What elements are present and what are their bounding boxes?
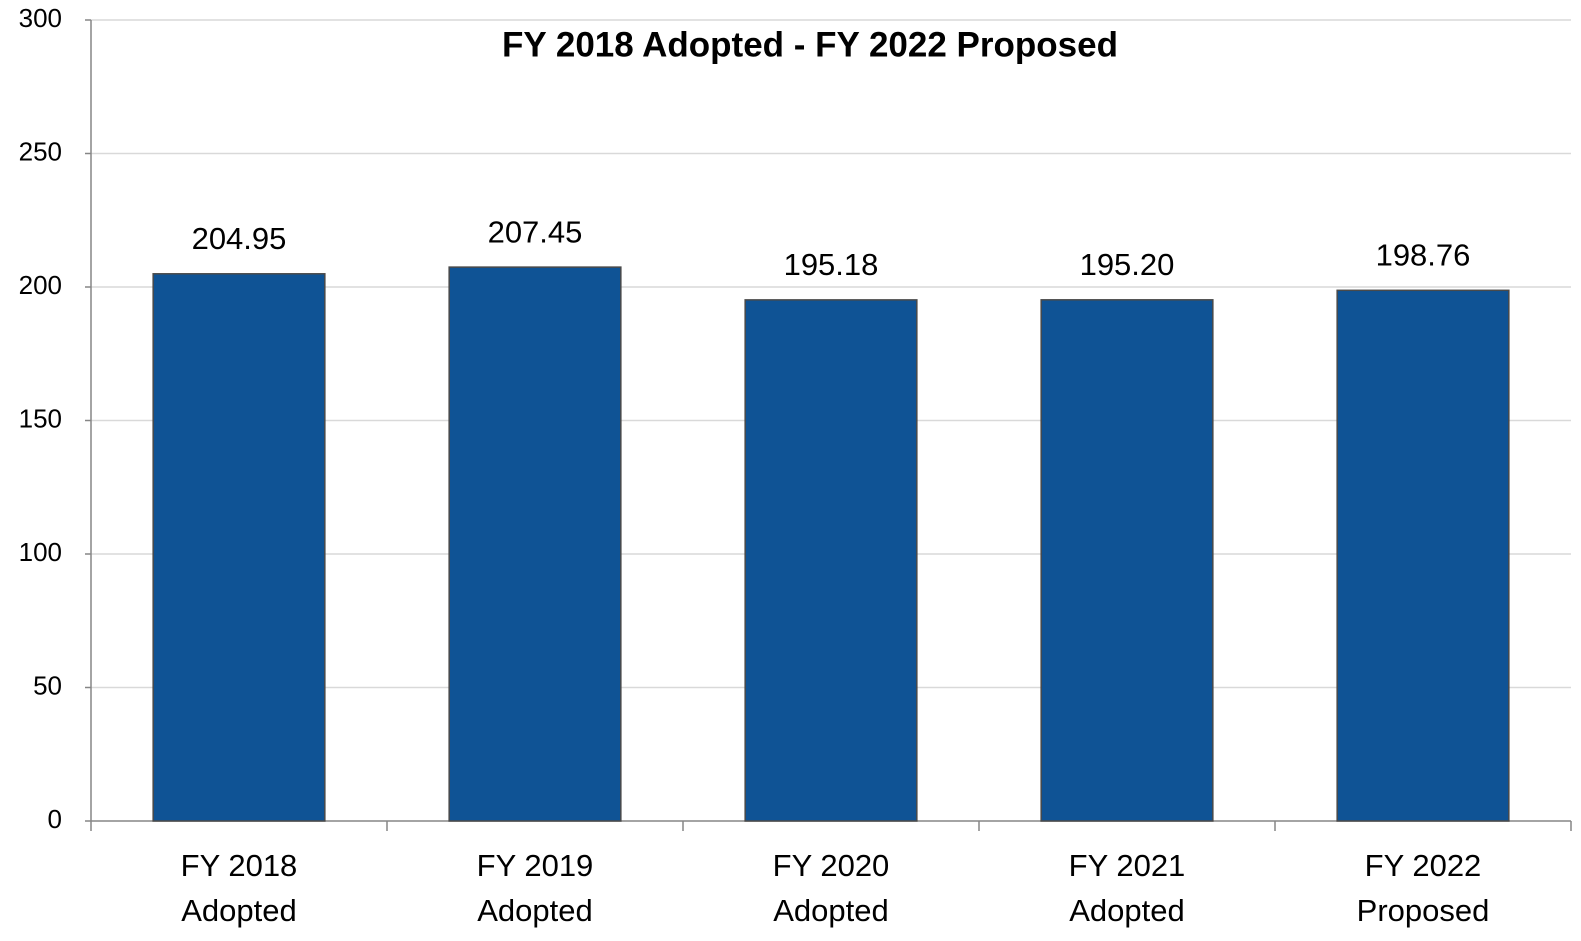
- bar: [448, 266, 622, 822]
- data-label: 195.20: [1080, 247, 1175, 282]
- x-tick-label: FY 2019 Adopted: [477, 848, 594, 928]
- bar: [1040, 299, 1214, 822]
- y-tick-label: 100: [19, 537, 62, 567]
- data-label: 204.95: [192, 221, 287, 256]
- bar: [744, 299, 918, 822]
- y-tick-label: 300: [19, 3, 62, 33]
- chart-title: FY 2018 Adopted - FY 2022 Proposed: [502, 25, 1118, 64]
- data-label: 207.45: [488, 214, 583, 249]
- y-tick-label: 250: [19, 136, 62, 166]
- data-label: 198.76: [1376, 237, 1471, 272]
- data-label: 195.18: [784, 247, 879, 282]
- y-tick-label: 50: [33, 670, 62, 700]
- x-tick-label: FY 2022 Proposed: [1357, 848, 1490, 928]
- x-tick-label: FY 2021 Adopted: [1069, 848, 1186, 928]
- x-tick-label: FY 2020 Adopted: [773, 848, 890, 928]
- y-tick-label: 200: [19, 270, 62, 300]
- bar: [1336, 289, 1510, 822]
- bar: [152, 273, 326, 822]
- x-tick-label: FY 2018 Adopted: [181, 848, 298, 928]
- y-tick-label: 0: [48, 804, 62, 834]
- y-tick-label: 150: [19, 403, 62, 433]
